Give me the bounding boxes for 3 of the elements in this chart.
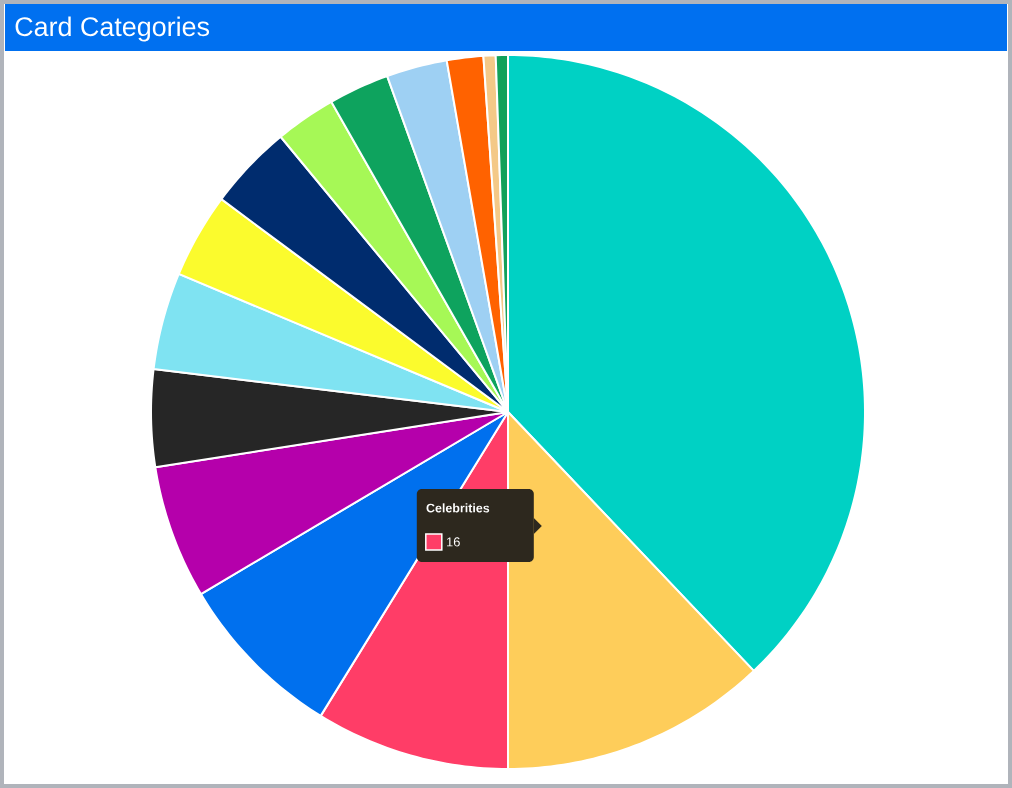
- chart-title: Card Categories: [15, 16, 210, 42]
- data-label: 16: [446, 537, 460, 547]
- slice-label: Celebrities: [426, 503, 490, 513]
